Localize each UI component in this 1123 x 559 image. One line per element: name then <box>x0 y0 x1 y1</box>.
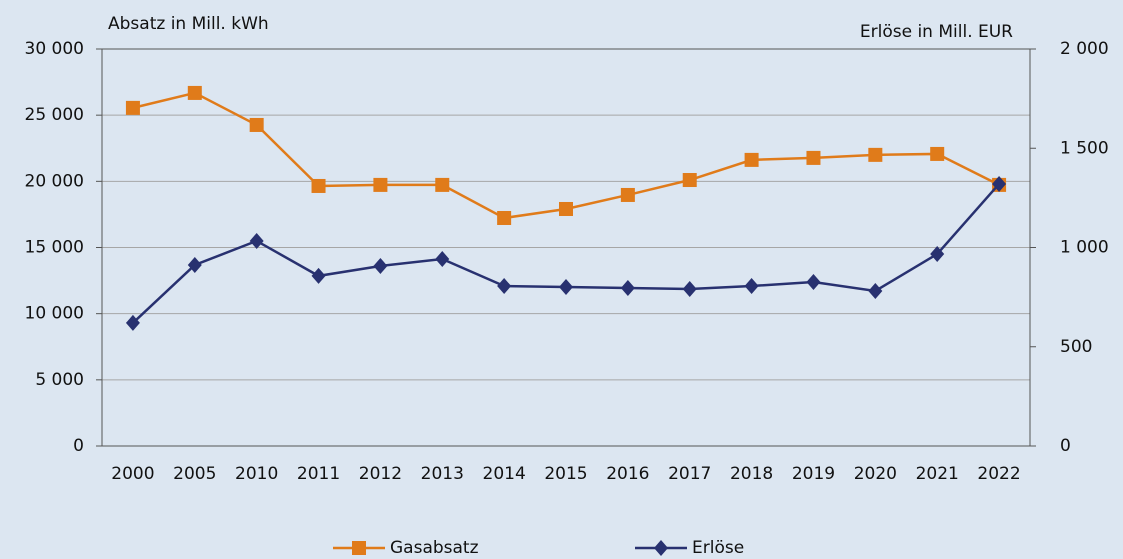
point <box>187 256 202 273</box>
point <box>373 177 388 192</box>
point <box>620 279 635 296</box>
point <box>311 178 326 193</box>
point <box>249 232 264 249</box>
point <box>125 100 140 115</box>
point <box>744 152 759 167</box>
x-tick-label: 2000 <box>111 464 154 484</box>
point <box>682 173 697 188</box>
point <box>497 278 512 295</box>
point <box>806 150 821 165</box>
point <box>868 147 883 162</box>
point <box>868 282 883 299</box>
x-tick-label: 2018 <box>730 464 773 484</box>
x-tick-label: 2015 <box>544 464 587 484</box>
y-tick-label: 20 000 <box>25 171 84 191</box>
point <box>373 257 388 274</box>
point <box>806 274 821 291</box>
point <box>930 246 945 263</box>
point <box>744 278 759 295</box>
x-tick-label: 2016 <box>606 464 649 484</box>
point <box>125 314 140 331</box>
y-tick-label: 30 000 <box>25 39 84 59</box>
x-tick-label: 2021 <box>916 464 959 484</box>
x-tick-label: 2010 <box>235 464 278 484</box>
point <box>620 187 635 202</box>
y2-tick-label: 0 <box>1060 436 1071 456</box>
y-tick-label: 25 000 <box>25 105 84 125</box>
point <box>497 210 512 225</box>
point <box>311 267 326 284</box>
y2-axis-title: Erlöse in Mill. EUR <box>860 22 1013 42</box>
x-tick-label: 2020 <box>854 464 897 484</box>
y2-tick-label: 1 500 <box>1060 138 1109 158</box>
plot-frame <box>101 48 1031 447</box>
point <box>249 117 264 132</box>
x-tick-label: 2011 <box>297 464 340 484</box>
point <box>559 201 573 216</box>
x-tick-label: 2019 <box>792 464 835 484</box>
x-tick-label: 2005 <box>173 464 216 484</box>
y-tick-label: 0 <box>73 436 84 456</box>
legend-marker <box>654 540 668 556</box>
x-tick-label: 2012 <box>359 464 402 484</box>
y2-tick-label: 500 <box>1060 337 1092 357</box>
point <box>435 177 450 192</box>
x-tick-label: 2014 <box>483 464 526 484</box>
point <box>930 146 945 161</box>
y2-tick-label: 2 000 <box>1060 39 1109 59</box>
point <box>187 85 202 100</box>
y-tick-label: 5 000 <box>35 370 84 390</box>
point <box>559 279 573 296</box>
legend-marker <box>352 541 366 555</box>
y-axis-title: Absatz in Mill. kWh <box>108 14 269 34</box>
y2-tick-label: 1 000 <box>1060 238 1109 258</box>
x-tick-label: 2022 <box>977 464 1020 484</box>
y-tick-label: 10 000 <box>25 304 84 324</box>
point <box>435 251 450 268</box>
point <box>682 280 697 297</box>
legend-label: Erlöse <box>692 538 744 558</box>
x-tick-label: 2013 <box>421 464 464 484</box>
point <box>992 175 1007 192</box>
x-tick-label: 2017 <box>668 464 711 484</box>
legend-label: Gasabsatz <box>390 538 479 558</box>
y-tick-label: 15 000 <box>25 238 84 258</box>
